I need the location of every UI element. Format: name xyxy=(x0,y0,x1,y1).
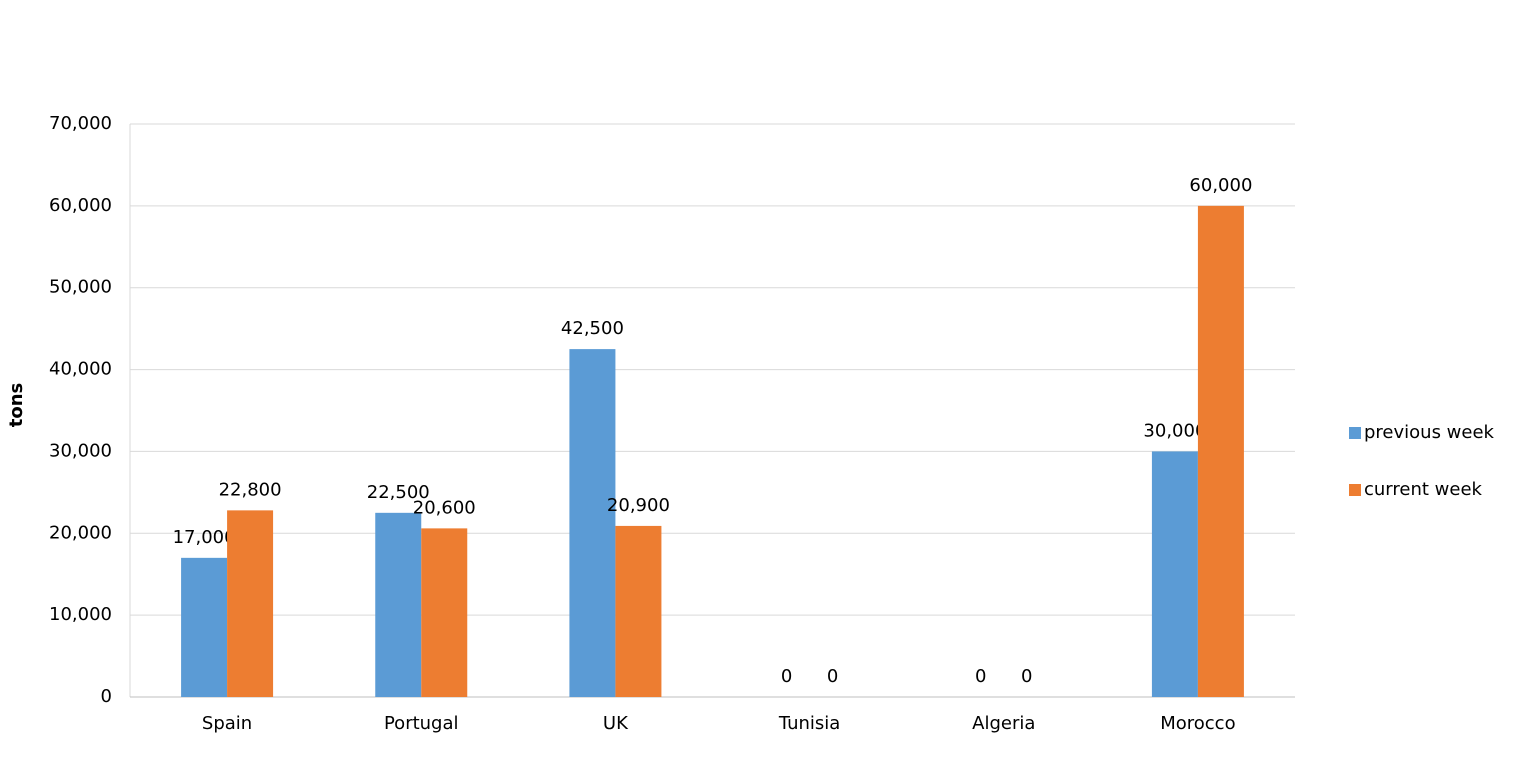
y-tick-label: 70,000 xyxy=(49,113,112,134)
legend-swatch xyxy=(1349,427,1361,439)
bar xyxy=(569,349,616,697)
x-tick-label: Spain xyxy=(202,713,252,734)
value-label: 22,500 xyxy=(367,482,430,503)
legend-label: previous week xyxy=(1364,422,1495,443)
value-label: 20,900 xyxy=(607,495,670,516)
value-label: 0 xyxy=(781,666,792,687)
bar xyxy=(181,557,228,697)
bar xyxy=(227,510,274,697)
bar xyxy=(1197,205,1244,697)
y-tick-label: 30,000 xyxy=(49,440,112,461)
value-label: 42,500 xyxy=(561,318,624,339)
value-label: 22,800 xyxy=(219,479,282,500)
bar xyxy=(1151,451,1198,697)
y-tick-label: 60,000 xyxy=(49,195,112,216)
bar xyxy=(421,528,468,697)
legend-label: current week xyxy=(1364,479,1483,500)
value-label: 0 xyxy=(975,666,986,687)
x-tick-label: Morocco xyxy=(1160,713,1235,734)
x-tick-label: Algeria xyxy=(972,713,1035,734)
value-label: 0 xyxy=(1021,666,1032,687)
value-label: 0 xyxy=(827,666,838,687)
legend-swatch xyxy=(1349,484,1361,496)
x-tick-label: Tunisia xyxy=(778,713,841,734)
bar xyxy=(375,512,422,697)
y-tick-label: 40,000 xyxy=(49,359,112,380)
value-label: 17,000 xyxy=(173,527,236,548)
y-axis-label: tons xyxy=(6,383,27,428)
bar xyxy=(615,525,662,697)
value-label: 60,000 xyxy=(1189,175,1252,196)
value-label: 30,000 xyxy=(1143,420,1206,441)
y-tick-label: 10,000 xyxy=(49,604,112,625)
x-tick-label: Portugal xyxy=(384,713,459,734)
y-tick-label: 50,000 xyxy=(49,277,112,298)
value-label: 20,600 xyxy=(413,497,476,518)
y-tick-label: 0 xyxy=(101,686,112,707)
y-tick-label: 20,000 xyxy=(49,522,112,543)
x-tick-label: UK xyxy=(603,713,629,734)
